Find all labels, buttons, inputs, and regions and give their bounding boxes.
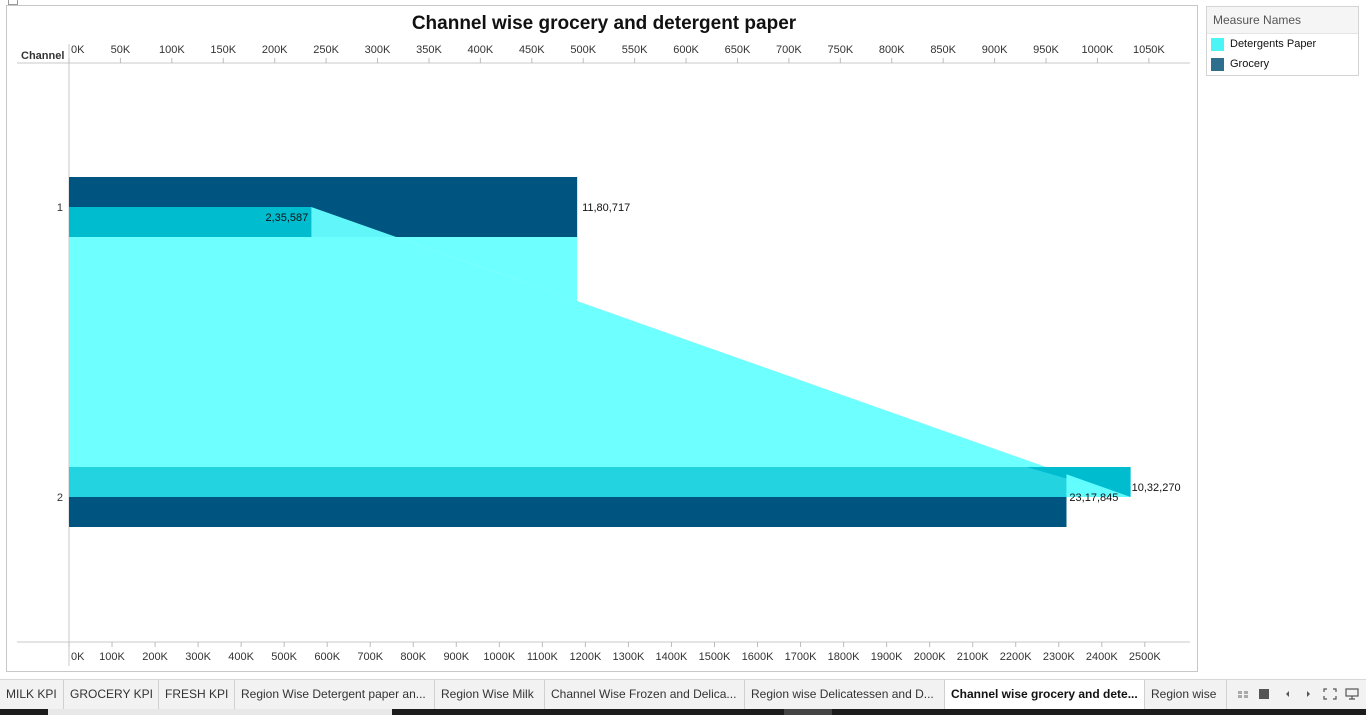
bottom-axis-tick-label: 300K bbox=[185, 651, 211, 663]
bottom-axis-tick-label: 200K bbox=[142, 651, 168, 663]
bottom-axis-tick-label: 1700K bbox=[785, 651, 817, 663]
detergents-bar-overlay bbox=[69, 207, 312, 237]
bottom-axis-tick-label: 1200K bbox=[569, 651, 601, 663]
bottom-axis-tick-label: 2300K bbox=[1043, 651, 1075, 663]
bottom-axis-tick-label: 1900K bbox=[871, 651, 903, 663]
bottom-axis-tick-label: 0K bbox=[71, 651, 85, 663]
detergents-area-tip bbox=[69, 467, 1131, 497]
top-axis-tick-label: 1050K bbox=[1133, 44, 1165, 56]
tab-milk-kpi[interactable]: MILK KPI bbox=[0, 680, 64, 709]
detergents-bar-2 bbox=[69, 467, 1067, 497]
detergents-area-overlap bbox=[311, 207, 578, 302]
bottom-axis-tick-label: 700K bbox=[357, 651, 383, 663]
bottom-axis-tick-label: 1800K bbox=[828, 651, 860, 663]
tab-region-wise-milk[interactable]: Region Wise Milk bbox=[435, 680, 545, 709]
bottom-axis-tick-label: 2400K bbox=[1086, 651, 1118, 663]
top-axis-tick-label: 450K bbox=[519, 44, 545, 56]
top-strip bbox=[0, 0, 1366, 5]
bottom-axis-tick-label: 2200K bbox=[1000, 651, 1032, 663]
top-axis-tick-label: 650K bbox=[725, 44, 751, 56]
legend-item-detergents[interactable]: Detergents Paper bbox=[1207, 34, 1358, 54]
top-axis-tick-label: 350K bbox=[416, 44, 442, 56]
top-axis-tick-label: 150K bbox=[210, 44, 236, 56]
legend-label-detergents: Detergents Paper bbox=[1230, 38, 1317, 50]
taskbar-segment bbox=[48, 709, 392, 715]
legend-swatch-grocery bbox=[1211, 57, 1224, 71]
top-axis-tick-label: 50K bbox=[111, 44, 131, 56]
row-header-channel: Channel bbox=[21, 50, 64, 62]
next-sheet-icon[interactable] bbox=[1302, 688, 1314, 700]
chart-view: Channel wise grocery and detergent paper… bbox=[6, 5, 1198, 672]
data-label-detergents-2: 10,32,270 bbox=[1132, 482, 1181, 494]
top-axis-tick-label: 300K bbox=[365, 44, 391, 56]
filmstrip-icon[interactable] bbox=[1258, 688, 1270, 700]
bottom-axis-tick-label: 1400K bbox=[656, 651, 688, 663]
top-axis-tick-label: 850K bbox=[930, 44, 956, 56]
bottom-axis-tick-label: 1300K bbox=[613, 651, 645, 663]
top-axis-tick-label: 800K bbox=[879, 44, 905, 56]
chart-title: Channel wise grocery and detergent paper bbox=[412, 13, 797, 34]
bottom-axis-tick-label: 1600K bbox=[742, 651, 774, 663]
checkbox-icon bbox=[8, 0, 18, 5]
legend-label-grocery: Grocery bbox=[1230, 58, 1270, 70]
grocery-bar-2-lower bbox=[69, 497, 1067, 527]
top-axis-tick-label: 400K bbox=[468, 44, 494, 56]
tab-region-wise[interactable]: Region wise bbox=[1145, 680, 1227, 709]
bottom-axis-tick-label: 1500K bbox=[699, 651, 731, 663]
legend-title: Measure Names bbox=[1207, 7, 1358, 34]
tab-fresh-kpi[interactable]: FRESH KPI bbox=[159, 680, 235, 709]
top-axis-tick-label: 250K bbox=[313, 44, 339, 56]
tab-region-wise-detergent[interactable]: Region Wise Detergent paper an... bbox=[235, 680, 435, 709]
chart: Channel wise grocery and detergent paper… bbox=[17, 13, 1190, 666]
top-axis-tick-label: 750K bbox=[827, 44, 853, 56]
taskbar-strip bbox=[0, 709, 1366, 715]
bottom-axis-tick-label: 100K bbox=[99, 651, 125, 663]
sheet-tab-bar: MILK KPI GROCERY KPI FRESH KPI Region Wi… bbox=[0, 679, 1366, 709]
tab-grocery-kpi[interactable]: GROCERY KPI bbox=[64, 680, 159, 709]
bottom-axis-tick-label: 900K bbox=[443, 651, 469, 663]
bottom-axis-tick-label: 1000K bbox=[483, 651, 515, 663]
tab-region-wise-delicatessen[interactable]: Region wise Delicatessen and D... bbox=[745, 680, 945, 709]
bottom-axis-tick-label: 2100K bbox=[957, 651, 989, 663]
taskbar-segment bbox=[784, 709, 832, 715]
top-axis-tick-label: 500K bbox=[570, 44, 596, 56]
data-label-grocery-2: 23,17,845 bbox=[1069, 492, 1118, 504]
bottom-axis-tick-label: 400K bbox=[228, 651, 254, 663]
tab-channel-wise-frozen[interactable]: Channel Wise Frozen and Delica... bbox=[545, 680, 745, 709]
grocery-bar-upper bbox=[69, 177, 578, 207]
bottom-axis-tick-label: 2500K bbox=[1129, 651, 1161, 663]
prev-sheet-icon[interactable] bbox=[1282, 688, 1294, 700]
top-axis-tick-label: 950K bbox=[1033, 44, 1059, 56]
detergents-area bbox=[69, 207, 1131, 497]
tab-channel-wise-grocery[interactable]: Channel wise grocery and dete... bbox=[945, 680, 1145, 709]
top-axis-tick-label: 100K bbox=[159, 44, 185, 56]
top-axis-tick-label: 1000K bbox=[1082, 44, 1114, 56]
bottom-axis-tick-label: 600K bbox=[314, 651, 340, 663]
bottom-axis-tick-label: 500K bbox=[271, 651, 297, 663]
legend-item-grocery[interactable]: Grocery bbox=[1207, 54, 1358, 74]
category-label: 2 bbox=[57, 492, 63, 504]
top-axis-tick-label: 200K bbox=[262, 44, 288, 56]
data-label-grocery-1: 11,80,717 bbox=[582, 202, 630, 214]
bottom-axis-tick-label: 800K bbox=[400, 651, 426, 663]
top-axis-tick-label: 700K bbox=[776, 44, 802, 56]
legend-panel: Measure Names Detergents Paper Grocery bbox=[1206, 6, 1359, 76]
top-axis-tick-label: 0K bbox=[71, 44, 85, 56]
grid-view-icon[interactable] bbox=[1237, 688, 1249, 700]
top-axis-tick-label: 550K bbox=[622, 44, 648, 56]
bottom-axis-tick-label: 2000K bbox=[914, 651, 946, 663]
category-label: 1 bbox=[57, 202, 63, 214]
top-axis-tick-label: 600K bbox=[673, 44, 699, 56]
bottom-axis-tick-label: 1100K bbox=[527, 651, 559, 663]
fullscreen-icon[interactable] bbox=[1323, 688, 1337, 700]
presentation-icon[interactable] bbox=[1345, 688, 1359, 700]
legend-swatch-detergents bbox=[1211, 37, 1224, 51]
top-axis-tick-label: 900K bbox=[982, 44, 1008, 56]
data-label-detergents-1: 2,35,587 bbox=[265, 212, 308, 224]
